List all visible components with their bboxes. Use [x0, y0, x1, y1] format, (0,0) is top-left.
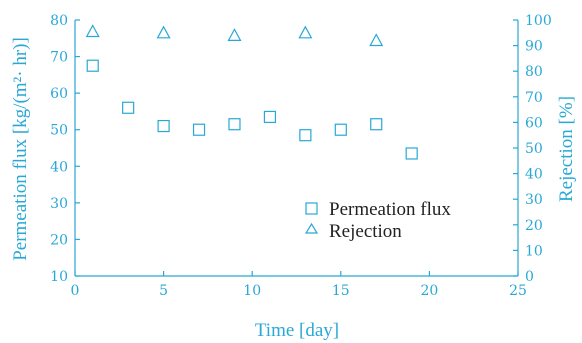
tick-labels: 0 5 10 15 20 25102030405060708001020304050607…	[50, 13, 552, 299]
y-right-tick-label: 30	[525, 192, 543, 208]
y-right-tick-label: 50	[525, 141, 543, 157]
legend-label-permeation-flux: Permeation flux	[329, 199, 451, 220]
permeation-flux-point	[192, 123, 206, 136]
axes	[74, 20, 519, 277]
permeation-flux-point	[122, 101, 135, 114]
y-left-tick-label: 30	[50, 196, 68, 212]
legend-square-marker	[305, 202, 318, 215]
y-right-tick-label: 80	[525, 64, 543, 80]
legend-label-rejection: Rejection	[329, 221, 402, 242]
y-right-tick-label: 90	[525, 39, 543, 55]
rejection-point	[298, 25, 313, 39]
data-points	[85, 24, 418, 160]
x-tick-label: 25	[509, 283, 527, 299]
rejection-point	[156, 25, 171, 39]
rejection-point	[369, 33, 384, 47]
y-right-tick-label: 20	[525, 218, 543, 234]
tick-marks	[74, 19, 519, 277]
y-left-axis-title: Permeation flux [kg/(m²· hr)]	[10, 37, 31, 261]
x-tick-label: 10	[243, 283, 261, 299]
x-tick-label: 15	[332, 283, 350, 299]
y-right-tick-label: 60	[525, 115, 543, 131]
y-left-tick-label: 10	[50, 269, 68, 285]
y-left-tick-label: 40	[50, 159, 68, 175]
y-right-tick-label: 0	[525, 269, 534, 285]
y-right-tick-label: 10	[525, 243, 543, 259]
rejection-point	[227, 28, 242, 41]
legend: Permeation flux Rejection	[304, 199, 451, 242]
y-left-tick-label: 80	[50, 13, 68, 29]
y-right-tick-label: 100	[525, 13, 552, 29]
x-tick-label: 5	[159, 283, 168, 299]
y-left-tick-label: 70	[50, 50, 68, 66]
x-tick-label: 0	[71, 283, 80, 299]
permeation-flux-point	[370, 118, 383, 131]
y-right-tick-label: 70	[525, 90, 543, 106]
y-left-tick-label: 20	[50, 232, 68, 248]
permeation-flux-point	[334, 123, 347, 136]
y-right-tick-label: 40	[525, 167, 543, 183]
permeation-flux-point	[157, 119, 170, 133]
permeation-flux-point	[263, 110, 277, 124]
y-right-axis-title: Rejection [%]	[556, 96, 577, 202]
permeation-flux-point	[299, 129, 312, 142]
x-axis-title: Time [day]	[255, 320, 339, 341]
permeation-flux-point	[405, 147, 418, 160]
y-left-tick-label: 60	[50, 86, 68, 102]
rejection-point	[85, 24, 100, 38]
permeation-flux-point	[86, 59, 99, 72]
permeation-flux-point	[228, 118, 241, 131]
legend-triangle-marker	[304, 222, 319, 234]
y-left-tick-label: 50	[50, 123, 68, 139]
x-tick-label: 20	[420, 283, 438, 299]
